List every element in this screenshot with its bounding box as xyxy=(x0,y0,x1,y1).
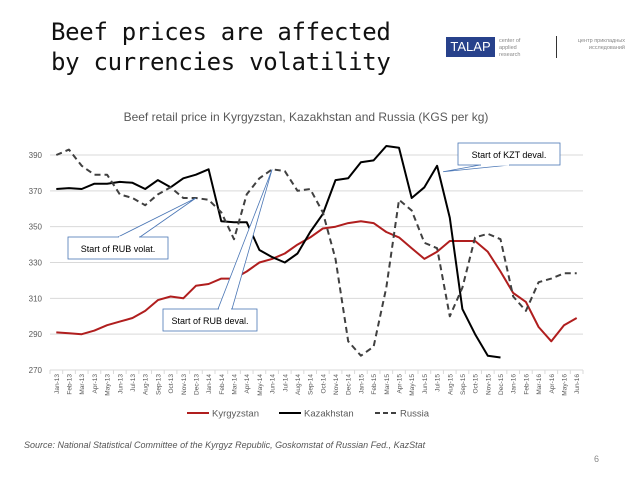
annotation-box xyxy=(162,308,258,332)
x-tick-label: Apr-14 xyxy=(244,374,251,394)
x-tick-label: Jun-16 xyxy=(574,374,581,394)
x-tick-label: May-14 xyxy=(257,374,264,396)
x-tick-label: Oct-13 xyxy=(168,374,175,394)
x-tick-label: Feb-14 xyxy=(219,374,226,395)
logo-tagline-en: center of applied research xyxy=(499,38,521,58)
x-tick-label: Jan-16 xyxy=(511,374,518,394)
x-tick-label: Jan-15 xyxy=(358,374,365,394)
x-tick-label: Dec-13 xyxy=(193,374,200,395)
x-tick-label: Jul-15 xyxy=(435,374,442,392)
chart: Beef retail price in Kyrgyzstan, Kazakhs… xyxy=(0,100,638,430)
x-tick-label: Feb-16 xyxy=(523,374,530,395)
x-tick-label: Dec-15 xyxy=(498,374,505,395)
annotation-label: Start of KZT deval. xyxy=(472,150,547,160)
x-tick-label: Feb-15 xyxy=(371,374,378,395)
chart-svg: Beef retail price in Kyrgyzstan, Kazakhs… xyxy=(29,110,584,420)
x-tick-label: Aug-13 xyxy=(143,374,150,395)
x-tick-label: Sep-13 xyxy=(155,374,162,395)
annotations: Start of RUB volat. Start of RUB deval. St… xyxy=(67,142,561,332)
x-tick-label: Aug-14 xyxy=(295,374,302,395)
annotation-callout: Start of KZT deval. xyxy=(442,142,561,173)
source-note: Source: National Statistical Committee o… xyxy=(24,440,426,450)
legend-item-kazakhstan: Kazakhstan xyxy=(279,409,354,420)
annotation-label: Start of RUB deval. xyxy=(171,316,248,326)
series-lines xyxy=(55,145,578,359)
x-tick-label: May-15 xyxy=(409,374,416,396)
x-tick-label: May-16 xyxy=(561,374,568,396)
x-tick-label: Nov-15 xyxy=(485,374,492,395)
legend-label: Kazakhstan xyxy=(304,409,354,420)
annotation-label: Start of RUB volat. xyxy=(81,244,156,254)
legend-item-kyrgyzstan: Kyrgyzstan xyxy=(187,409,259,420)
y-tick-label: 370 xyxy=(29,187,43,196)
x-tick-label: Apr-16 xyxy=(549,374,556,394)
x-tick-label: Nov-14 xyxy=(333,374,340,395)
chart-title: Beef retail price in Kyrgyzstan, Kazakhs… xyxy=(124,110,489,124)
x-tick-label: Apr-13 xyxy=(92,374,99,394)
y-tick-label: 330 xyxy=(29,259,43,268)
logo-tagline-ru: центр прикладных исследований xyxy=(577,38,625,51)
y-tick-label: 270 xyxy=(29,366,43,375)
x-tick-label: Jul-13 xyxy=(130,374,137,392)
x-tick-label: Apr-15 xyxy=(396,374,403,394)
y-tick-label: 290 xyxy=(29,330,43,339)
legend: Kyrgyzstan Kazakhstan Russia xyxy=(187,409,430,420)
x-tick-label: Nov-13 xyxy=(181,374,188,395)
x-tick-label: Jan-13 xyxy=(54,374,61,394)
y-tick-label: 390 xyxy=(29,151,43,160)
legend-label: Kyrgyzstan xyxy=(212,409,259,420)
x-tick-label: Jul-14 xyxy=(282,374,289,392)
annotation-pointer xyxy=(217,169,273,310)
annotation-callout: Start of RUB volat. xyxy=(67,197,197,260)
x-tick-label: Jun-15 xyxy=(422,374,429,394)
x-tick-label: May-13 xyxy=(105,374,112,396)
series-line-kyrgyzstan xyxy=(56,220,578,343)
x-tick-label: Mar-16 xyxy=(536,374,543,395)
y-tick-label: 350 xyxy=(29,223,43,232)
x-tick-label: Sep-14 xyxy=(308,374,315,395)
legend-label: Russia xyxy=(400,409,430,420)
x-tick-label: Oct-15 xyxy=(473,374,480,394)
x-tick-label: Mar-15 xyxy=(384,374,391,395)
x-tick-label: Sep-15 xyxy=(460,374,467,395)
y-tick-label: 310 xyxy=(29,294,43,303)
x-tick-label: Mar-14 xyxy=(232,374,239,395)
series-line-russia xyxy=(55,148,577,357)
x-tick-label: Mar-13 xyxy=(79,374,86,395)
annotation-pointer xyxy=(442,164,511,173)
x-tick-label: Oct-14 xyxy=(320,374,327,394)
page-number: 6 xyxy=(594,454,600,464)
x-tick-label: Aug-15 xyxy=(447,374,454,395)
talap-logo: TALAP xyxy=(446,37,495,57)
y-axis: 270 290 310 330 350 370 390 xyxy=(29,151,43,375)
annotation-pointer xyxy=(117,197,197,238)
x-tick-label: Dec-14 xyxy=(346,374,353,395)
gridlines xyxy=(50,154,583,371)
x-tick-label: Jun-13 xyxy=(117,374,124,394)
series-line-kazakhstan xyxy=(56,145,501,359)
legend-item-russia: Russia xyxy=(375,409,430,420)
annotation-callout: Start of RUB deval. xyxy=(162,169,273,332)
x-tick-label: Feb-13 xyxy=(67,374,74,395)
x-tick-label: Jan-14 xyxy=(206,374,213,394)
x-tick-label: Jun-14 xyxy=(270,374,277,394)
x-axis: Jan-13 Feb-13 Mar-13 Apr-13 May-13 Jun-13 Jul-… xyxy=(49,369,584,396)
logo-divider xyxy=(556,36,557,58)
slide-title: Beef prices are affected by currencies v… xyxy=(51,18,391,76)
annotation-box xyxy=(67,236,169,260)
